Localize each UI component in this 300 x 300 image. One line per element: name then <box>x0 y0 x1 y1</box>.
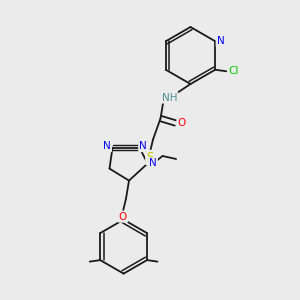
Text: N: N <box>149 158 157 169</box>
Text: N: N <box>103 141 111 151</box>
Text: S: S <box>146 151 154 164</box>
Text: O: O <box>177 118 186 128</box>
Text: NH: NH <box>162 92 177 103</box>
Text: O: O <box>119 212 127 222</box>
Text: N: N <box>217 36 224 46</box>
Text: N: N <box>139 141 147 151</box>
Text: Cl: Cl <box>228 66 238 76</box>
